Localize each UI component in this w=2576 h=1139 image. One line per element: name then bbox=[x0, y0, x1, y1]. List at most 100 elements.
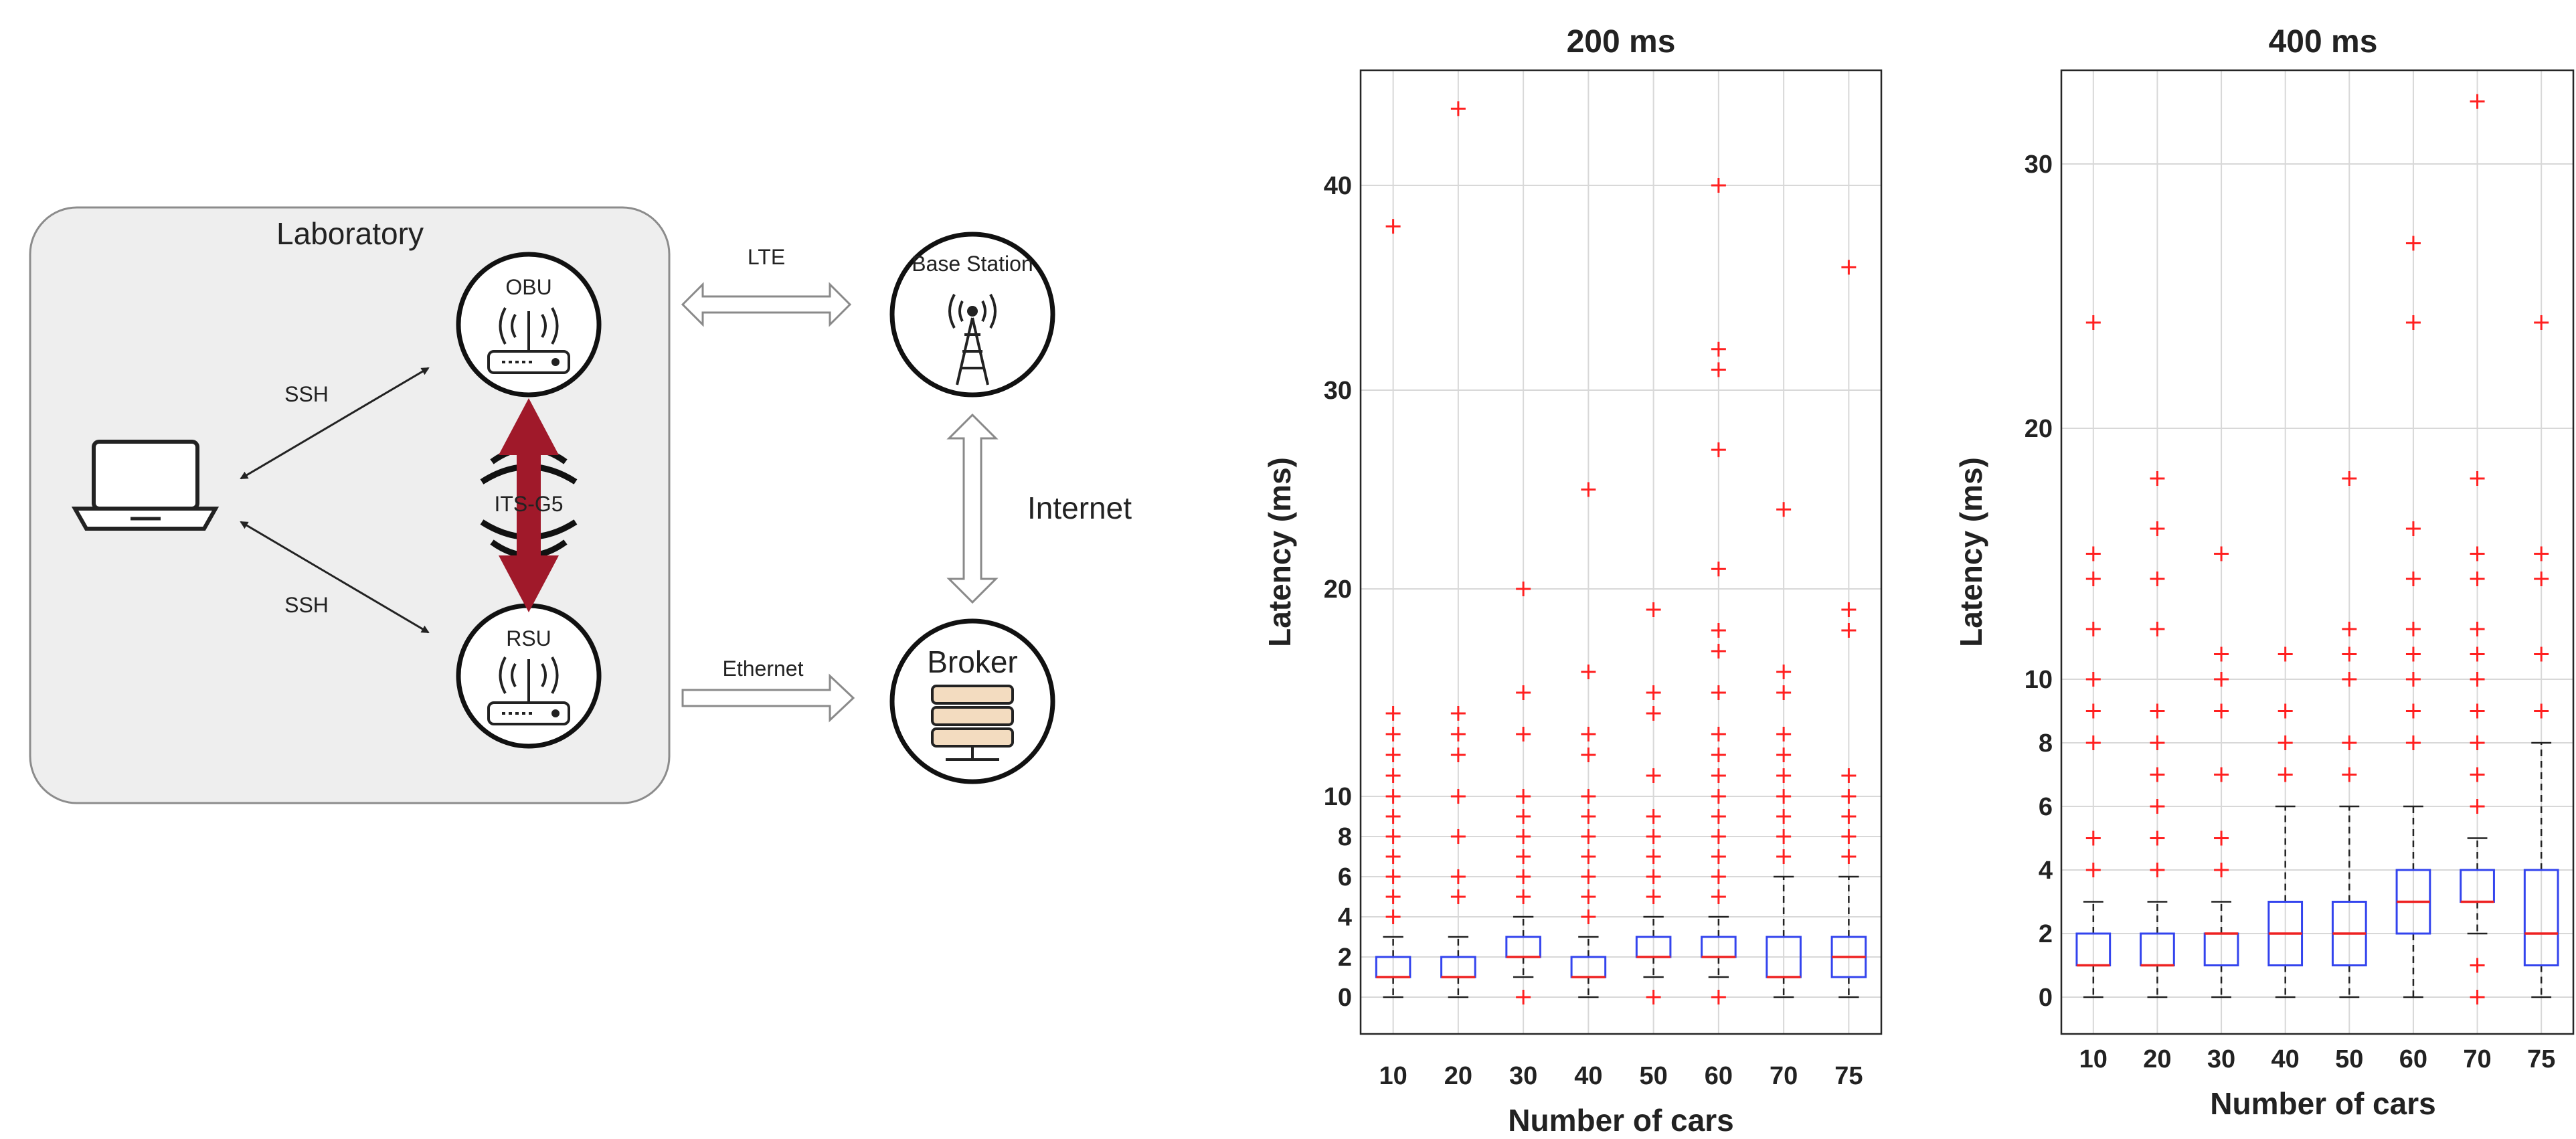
outlier-marker bbox=[2405, 703, 2421, 719]
outlier-marker bbox=[1450, 789, 1466, 804]
outlier-marker bbox=[2405, 521, 2421, 536]
outlier-marker bbox=[1711, 623, 1726, 638]
outlier-marker bbox=[2342, 646, 2357, 662]
outlier-marker bbox=[1385, 789, 1401, 804]
outlier-marker bbox=[1646, 706, 1661, 721]
outlier-marker bbox=[2470, 672, 2485, 687]
plot-frame bbox=[1359, 69, 1883, 1035]
y-tick-label: 2 bbox=[1338, 944, 1352, 972]
plot-frame bbox=[2060, 69, 2575, 1035]
x-tick-label: 50 bbox=[1639, 1062, 1667, 1090]
outlier-marker bbox=[1646, 849, 1661, 864]
outlier-marker bbox=[1581, 748, 1596, 762]
x-tick-label: 75 bbox=[1834, 1062, 1863, 1090]
outlier-marker bbox=[1711, 685, 1726, 700]
outlier-marker bbox=[1711, 727, 1726, 741]
broker-node: Broker bbox=[889, 618, 1055, 784]
y-tick-label: 40 bbox=[1324, 172, 1352, 200]
outlier-marker bbox=[2534, 546, 2549, 561]
outlier-marker bbox=[2405, 672, 2421, 687]
base-station-node: Base Station bbox=[889, 232, 1055, 398]
router-icon bbox=[487, 656, 570, 725]
outlier-marker bbox=[1516, 809, 1531, 824]
box bbox=[2267, 901, 2304, 966]
outlier-marker bbox=[1385, 909, 1401, 924]
x-tick-label: 40 bbox=[2271, 1045, 2300, 1073]
outlier-marker bbox=[1776, 849, 1792, 864]
outlier-marker bbox=[1711, 829, 1726, 844]
x-tick-label: 50 bbox=[2335, 1045, 2363, 1073]
outlier-marker bbox=[2150, 622, 2165, 636]
outlier-marker bbox=[2214, 672, 2229, 687]
outlier-marker bbox=[2150, 767, 2165, 782]
outlier-marker bbox=[1776, 829, 1792, 844]
outlier-marker bbox=[1841, 623, 1857, 638]
outlier-marker bbox=[1450, 869, 1466, 884]
x-tick-label: 10 bbox=[1379, 1062, 1407, 1090]
outlier-marker bbox=[1581, 789, 1596, 804]
outlier-marker bbox=[1711, 362, 1726, 377]
outlier-marker bbox=[2085, 830, 2101, 846]
outlier-marker bbox=[1450, 727, 1466, 741]
outlier-marker bbox=[1450, 706, 1466, 721]
outlier-marker bbox=[1841, 809, 1857, 824]
outlier-marker bbox=[2150, 799, 2165, 814]
x-tick-label: 10 bbox=[2079, 1045, 2108, 1073]
outlier-marker bbox=[2085, 546, 2101, 561]
outlier-marker bbox=[2214, 767, 2229, 782]
outlier-marker bbox=[1776, 748, 1792, 762]
outlier-marker bbox=[2085, 672, 2101, 687]
y-tick-label: 8 bbox=[1338, 823, 1352, 851]
outlier-marker bbox=[1841, 602, 1857, 617]
outlier-marker bbox=[2342, 735, 2357, 750]
outlier-marker bbox=[1385, 849, 1401, 864]
outlier-marker bbox=[2150, 521, 2165, 536]
base-station-label: Base Station bbox=[912, 252, 1033, 276]
outlier-marker bbox=[1450, 889, 1466, 904]
outlier-marker bbox=[1646, 602, 1661, 617]
outlier-marker bbox=[1516, 582, 1531, 596]
outlier-marker bbox=[1581, 869, 1596, 884]
outlier-marker bbox=[1776, 502, 1792, 517]
outlier-marker bbox=[1646, 768, 1661, 783]
outlier-marker bbox=[2278, 767, 2293, 782]
outlier-marker bbox=[1450, 829, 1466, 844]
ssh-arrow-bottom bbox=[240, 521, 430, 634]
outlier-marker bbox=[1385, 727, 1401, 741]
outlier-marker bbox=[1776, 768, 1792, 783]
ssh-arrow-top bbox=[240, 367, 430, 480]
outlier-marker bbox=[2470, 735, 2485, 750]
rsu-node: RSU bbox=[456, 603, 602, 749]
outlier-marker bbox=[2278, 646, 2293, 662]
outlier-marker bbox=[1516, 849, 1531, 864]
outlier-marker bbox=[1516, 789, 1531, 804]
outlier-marker bbox=[1776, 789, 1792, 804]
outlier-marker bbox=[2405, 735, 2421, 750]
outlier-marker bbox=[2405, 236, 2421, 251]
outlier-marker bbox=[1516, 829, 1531, 844]
outlier-marker bbox=[1385, 219, 1401, 234]
outlier-marker bbox=[1841, 789, 1857, 804]
y-axis-label: Latency (ms) bbox=[1954, 457, 1988, 647]
outlier-marker bbox=[2214, 646, 2229, 662]
latency-chart-200ms: 200 ms 0 2 4 6 8 10 20 30 40 10 20 30 40 50 60 70 75 Lat… bbox=[1262, 24, 1883, 1138]
outlier-marker bbox=[1385, 748, 1401, 762]
y-tick-label: 20 bbox=[1324, 576, 1352, 604]
chart-title: 200 ms bbox=[1567, 24, 1676, 60]
outlier-marker bbox=[1516, 889, 1531, 904]
laptop-icon bbox=[71, 440, 220, 531]
x-tick-label: 70 bbox=[1770, 1062, 1798, 1090]
obu-node: OBU bbox=[456, 252, 602, 398]
outlier-marker bbox=[1516, 727, 1531, 741]
outlier-marker bbox=[2085, 735, 2101, 750]
y-tick-label: 0 bbox=[2039, 984, 2053, 1012]
ssh-label-top: SSH bbox=[284, 382, 329, 406]
outlier-marker bbox=[1581, 909, 1596, 924]
outlier-marker bbox=[1841, 260, 1857, 275]
outlier-marker bbox=[2405, 572, 2421, 586]
outlier-marker bbox=[1776, 665, 1792, 679]
network-diagram: Laboratory SSH SSH OBU RSU bbox=[29, 206, 1132, 804]
outlier-marker bbox=[2405, 315, 2421, 330]
latency-chart-400ms: 400 ms 0 2 4 6 8 10 20 30 10 20 30 40 50 60 70 75 Laten… bbox=[1954, 24, 2575, 1121]
outlier-marker bbox=[1581, 665, 1596, 679]
